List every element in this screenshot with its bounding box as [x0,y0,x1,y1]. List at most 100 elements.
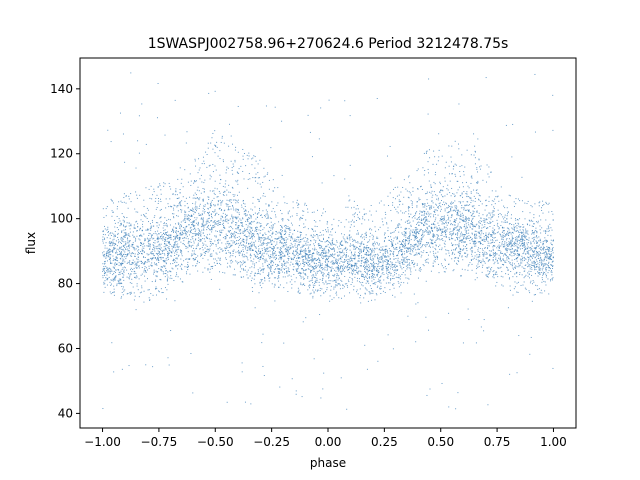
data-point [107,129,109,131]
data-point [410,213,412,215]
data-point [267,172,269,174]
data-point [545,276,547,278]
data-point [219,258,221,260]
data-point [250,221,252,223]
data-point [311,279,313,281]
data-point [427,258,429,260]
data-point [536,237,538,239]
data-point [532,249,534,251]
data-point [536,242,538,244]
data-point [185,231,187,233]
data-point [242,199,244,201]
data-point [488,259,490,261]
data-point [511,235,513,237]
data-point [284,248,286,250]
data-point [420,251,422,253]
data-point [354,264,356,266]
data-point [126,262,128,264]
data-point [510,217,512,219]
data-point [159,183,161,185]
data-point [152,366,154,368]
data-point [490,235,492,237]
data-point [245,213,247,215]
data-point [380,258,382,260]
data-point [160,269,162,271]
data-point [376,247,378,249]
data-point [505,234,507,236]
data-point [163,260,165,262]
data-point [184,214,186,216]
data-point [457,236,459,238]
data-point [257,163,259,165]
data-point [324,252,326,254]
data-point [196,263,198,265]
data-point [177,205,179,207]
data-point [156,117,158,119]
data-point [506,207,508,209]
data-point [158,244,160,246]
data-point [404,274,406,276]
data-point [350,264,352,266]
data-point [156,238,158,240]
data-point [158,261,160,263]
data-point [468,264,470,266]
data-point [166,234,168,236]
data-point [269,217,271,219]
data-point [109,233,111,235]
data-point [412,229,414,231]
data-point [333,261,335,263]
data-point [484,209,486,211]
data-point [416,264,418,266]
data-point [552,265,554,267]
data-point [522,257,524,259]
data-point [475,342,477,344]
data-point [114,247,116,249]
data-point [325,259,327,261]
data-point [543,246,545,248]
data-point [398,276,400,278]
data-point [443,218,445,220]
data-point [117,269,119,271]
data-point [204,204,206,206]
data-point [116,256,118,258]
data-point [339,283,341,285]
data-point [148,232,150,234]
data-point [110,232,112,234]
data-point [433,211,435,213]
data-point [192,221,194,223]
data-point [324,261,326,263]
data-point [248,222,250,224]
data-point [110,284,112,286]
data-point [502,246,504,248]
data-point [121,368,123,370]
data-point [470,154,472,156]
data-point [392,264,394,266]
data-point [510,264,512,266]
data-point [486,228,488,230]
data-point [524,237,526,239]
data-point [364,261,366,263]
data-point [142,244,144,246]
data-point [126,217,128,219]
data-point [439,202,441,204]
data-point [364,293,366,295]
data-point [468,219,470,221]
data-point [454,205,456,207]
data-point [290,236,292,238]
data-point [113,285,115,287]
data-point [334,279,336,281]
data-point [376,263,378,265]
data-point [177,246,179,248]
data-point [499,258,501,260]
data-point [102,275,104,277]
data-point [428,172,430,174]
data-point [301,256,303,258]
data-point [143,263,145,265]
data-point [334,269,336,271]
data-point [513,245,515,247]
data-point [161,250,163,252]
data-point [328,241,330,243]
data-point [187,247,189,249]
data-point [354,248,356,250]
data-point [322,274,324,276]
